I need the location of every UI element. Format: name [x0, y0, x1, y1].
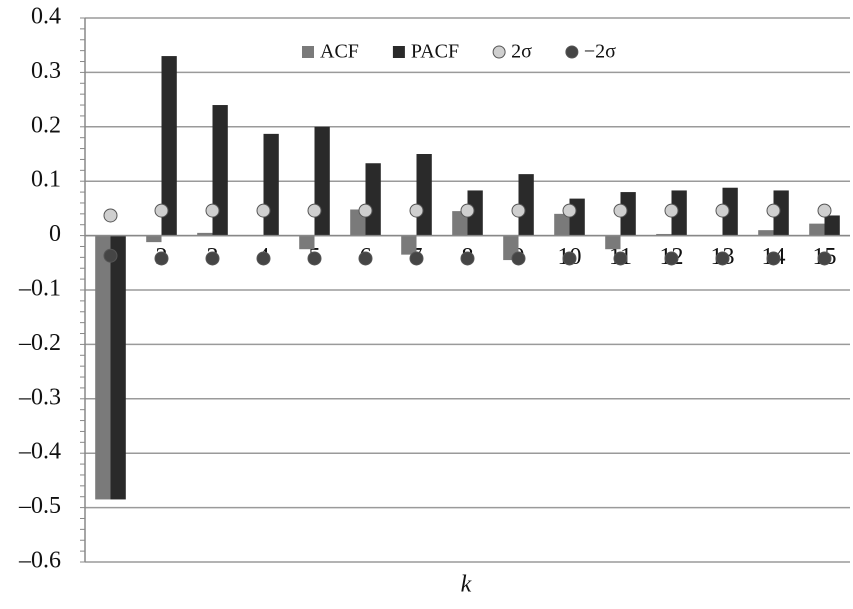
y-tick-label: 0.3 [31, 58, 61, 84]
bar [110, 235, 126, 500]
legend-label: 2σ [511, 41, 532, 63]
bar [416, 154, 432, 236]
legend-swatch [392, 46, 405, 58]
bar [656, 233, 672, 236]
point [817, 251, 832, 266]
y-tick-label: 0.2 [31, 112, 61, 138]
point [256, 203, 271, 218]
y-tick-label: –0.3 [18, 384, 61, 410]
point [511, 251, 526, 266]
point [205, 251, 220, 266]
point [715, 203, 730, 218]
bar [758, 230, 774, 236]
point [664, 203, 679, 218]
bar [314, 126, 330, 236]
bar [263, 133, 279, 236]
bar [299, 235, 315, 250]
bar [452, 211, 468, 236]
point [103, 208, 118, 223]
point [766, 251, 781, 266]
point [715, 251, 730, 266]
point [154, 203, 169, 218]
point [817, 203, 832, 218]
point [511, 203, 526, 218]
legend-label: ACF [320, 41, 359, 63]
y-tick-label: –0.5 [18, 493, 61, 519]
bar [146, 235, 162, 243]
point [460, 203, 475, 218]
legend-label: PACF [411, 41, 459, 63]
bar [773, 190, 789, 236]
point [307, 203, 322, 218]
y-tick-label: 0 [49, 221, 61, 247]
bar [809, 223, 825, 236]
bar [605, 235, 621, 250]
point [358, 251, 373, 266]
legend-label: −2σ [584, 41, 616, 63]
point [562, 203, 577, 218]
point [613, 251, 628, 266]
point [613, 203, 628, 218]
y-tick-label: 0.1 [31, 167, 61, 193]
bar [620, 192, 636, 236]
point [256, 251, 271, 266]
y-tick-label: 0.4 [31, 4, 61, 30]
bar [554, 213, 570, 236]
point [205, 203, 220, 218]
bar [197, 232, 213, 236]
point [103, 248, 118, 263]
bar [212, 105, 228, 236]
legend-swatch [492, 45, 506, 59]
bar [518, 174, 534, 236]
y-tick-label: –0.4 [18, 439, 61, 465]
bar [824, 215, 840, 236]
x-axis-label: k [461, 572, 472, 598]
point [409, 203, 424, 218]
bar [722, 187, 738, 236]
bar [161, 56, 177, 236]
y-tick-label: –0.1 [18, 276, 61, 302]
point [460, 251, 475, 266]
bar [365, 163, 381, 236]
bar [467, 190, 483, 236]
point [358, 203, 373, 218]
point [766, 203, 781, 218]
legend: ACF PACF 2σ −2σ [302, 41, 616, 63]
bar [671, 190, 687, 236]
bar [95, 235, 111, 500]
legend-swatch [565, 45, 579, 59]
y-tick-label: –0.6 [18, 548, 61, 574]
point [664, 251, 679, 266]
point [562, 251, 577, 266]
y-tick-label: –0.2 [18, 330, 61, 356]
bar [401, 235, 417, 255]
point [409, 251, 424, 266]
point [307, 251, 322, 266]
legend-swatch [302, 46, 314, 58]
point [154, 251, 169, 266]
